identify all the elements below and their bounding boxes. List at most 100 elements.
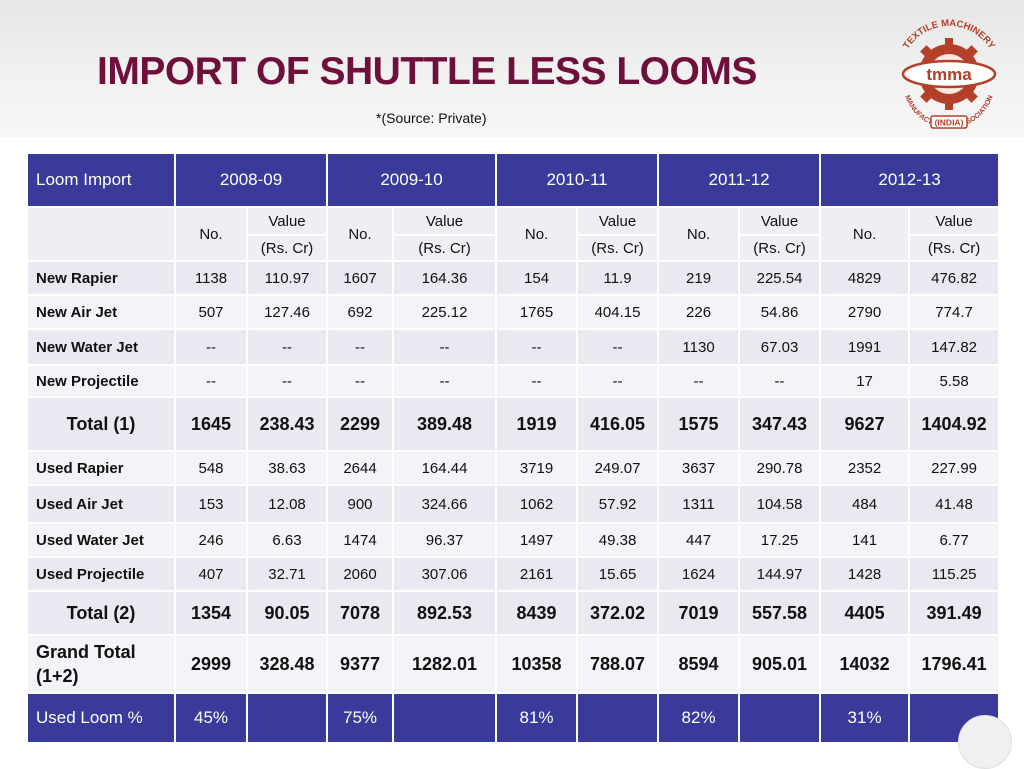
count-cell: 8439	[495, 590, 579, 636]
empty-cell	[245, 692, 329, 744]
page-title: IMPORT OF SHUTTLE LESS LOOMS	[97, 50, 757, 93]
used-loom-pct-value: 81%	[495, 692, 579, 744]
row-label: New Air Jet	[26, 294, 176, 330]
value-cell: 127.46	[245, 294, 329, 330]
loom-import-table: Loom Import 2008-09 2009-10 2010-11 2011…	[26, 152, 1001, 744]
count-cell: 154	[495, 260, 579, 296]
table-row: Grand Total (1+2) 2999 328.48 9377 1282.01 10…	[26, 634, 1001, 694]
count-cell: 692	[326, 294, 395, 330]
value-header: Value	[392, 206, 498, 236]
count-cell: 2790	[819, 294, 911, 330]
value-cell: 164.44	[392, 450, 498, 486]
value-cell: 225.12	[392, 294, 498, 330]
value-cell: --	[245, 328, 329, 366]
count-cell: 900	[326, 484, 395, 524]
count-cell: 141	[819, 522, 911, 558]
count-cell: 2161	[495, 556, 579, 592]
value-cell: 347.43	[738, 396, 822, 452]
count-cell: 1991	[819, 328, 911, 366]
year-header: 2010-11	[495, 152, 660, 208]
count-cell: 17	[819, 364, 911, 398]
count-cell: 1062	[495, 484, 579, 524]
used-loom-pct-value: 75%	[326, 692, 395, 744]
value-header: Value	[576, 206, 660, 236]
value-cell: 1282.01	[392, 634, 498, 694]
row-label: Grand Total (1+2)	[26, 634, 176, 694]
count-cell: 1138	[174, 260, 248, 296]
count-cell: 1474	[326, 522, 395, 558]
tmma-logo: tmma TEXTILE MACHINERY MANUFACTURERS' AS…	[879, 12, 1019, 132]
no-header: No.	[819, 206, 911, 262]
count-cell: 2644	[326, 450, 395, 486]
count-cell: 14032	[819, 634, 911, 694]
row-label: Total (2)	[26, 590, 176, 636]
unit-header: (Rs. Cr)	[245, 234, 329, 262]
value-cell: 49.38	[576, 522, 660, 558]
unit-header: (Rs. Cr)	[908, 234, 1001, 262]
table-row: New Water Jet -- -- -- -- -- -- 1130 67.03 1991 14…	[26, 328, 1001, 366]
value-cell: 1404.92	[908, 396, 1001, 452]
value-cell: 41.48	[908, 484, 1001, 524]
count-cell: 1354	[174, 590, 248, 636]
count-cell: 153	[174, 484, 248, 524]
count-cell: --	[174, 328, 248, 366]
count-cell: 226	[657, 294, 741, 330]
value-cell: --	[245, 364, 329, 398]
count-cell: 7019	[657, 590, 741, 636]
count-cell: 507	[174, 294, 248, 330]
year-header: 2008-09	[173, 152, 329, 208]
value-cell: 290.78	[738, 450, 822, 486]
count-cell: 1919	[495, 396, 579, 452]
row-label: New Projectile	[26, 364, 176, 398]
value-cell: 328.48	[245, 634, 329, 694]
value-cell: 476.82	[908, 260, 1001, 296]
value-cell: 416.05	[576, 396, 660, 452]
count-cell: --	[326, 328, 395, 366]
count-cell: --	[174, 364, 248, 398]
value-cell: 225.54	[738, 260, 822, 296]
value-cell: 372.02	[576, 590, 660, 636]
value-cell: 1796.41	[908, 634, 1001, 694]
count-cell: 1311	[657, 484, 741, 524]
value-cell: 389.48	[392, 396, 498, 452]
value-cell: 67.03	[738, 328, 822, 366]
header-band	[0, 0, 1024, 137]
count-cell: 2299	[326, 396, 395, 452]
decorative-circle	[958, 715, 1012, 769]
year-header: 2009-10	[326, 152, 498, 208]
row-label: Used Rapier	[26, 450, 176, 486]
value-cell: 6.63	[245, 522, 329, 558]
count-cell: 1575	[657, 396, 741, 452]
value-cell: 404.15	[576, 294, 660, 330]
tmma-logo-graphic: tmma TEXTILE MACHINERY MANUFACTURERS' AS…	[901, 18, 997, 130]
table-row: New Air Jet 507 127.46 692 225.12 1765 404.15 2…	[26, 294, 1001, 330]
value-cell: 57.92	[576, 484, 660, 524]
count-cell: 4829	[819, 260, 911, 296]
value-cell: 32.71	[245, 556, 329, 592]
count-cell: 3719	[495, 450, 579, 486]
used-loom-pct-row: Used Loom % 45% 75% 81% 82% 31%	[26, 692, 1001, 744]
used-loom-pct-label: Used Loom %	[26, 692, 176, 744]
count-cell: --	[495, 364, 579, 398]
count-cell: 1607	[326, 260, 395, 296]
logo-center-text: tmma	[926, 65, 972, 84]
no-header: No.	[657, 206, 741, 262]
value-cell: 905.01	[738, 634, 822, 694]
value-cell: 391.49	[908, 590, 1001, 636]
value-cell: --	[576, 364, 660, 398]
value-cell: 17.25	[738, 522, 822, 558]
empty-cell	[392, 692, 498, 744]
count-cell: 1624	[657, 556, 741, 592]
table-row: Used Water Jet 246 6.63 1474 96.37 1497 49.38 4…	[26, 522, 1001, 558]
unit-header: (Rs. Cr)	[392, 234, 498, 262]
value-cell: 15.65	[576, 556, 660, 592]
value-cell: 324.66	[392, 484, 498, 524]
year-header-row: Loom Import 2008-09 2009-10 2010-11 2011…	[26, 152, 1001, 208]
used-loom-pct-value: 82%	[657, 692, 741, 744]
value-cell: 54.86	[738, 294, 822, 330]
year-header: 2011-12	[657, 152, 822, 208]
count-cell: --	[495, 328, 579, 366]
value-cell: --	[392, 364, 498, 398]
value-cell: 144.97	[738, 556, 822, 592]
value-cell: 249.07	[576, 450, 660, 486]
